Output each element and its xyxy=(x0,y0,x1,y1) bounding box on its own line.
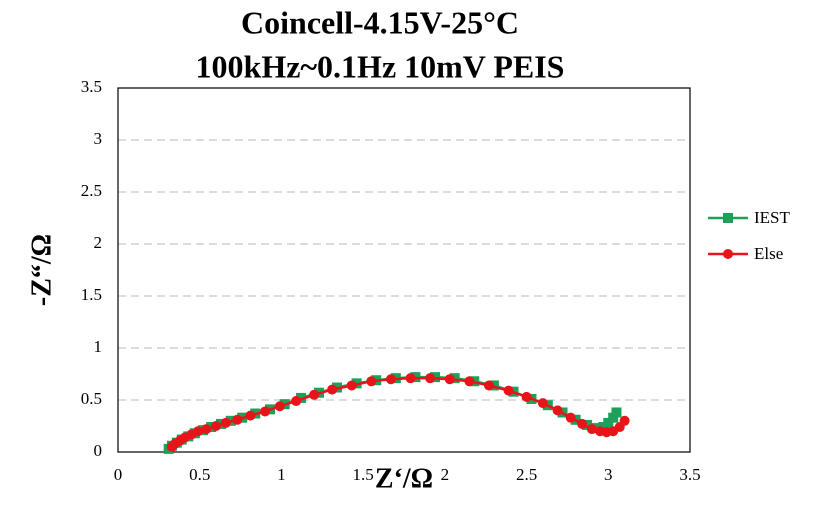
data-point xyxy=(346,380,357,391)
y-tick-label: 1 xyxy=(94,337,103,356)
data-point xyxy=(291,396,302,407)
y-tick-label: 0.5 xyxy=(81,389,102,408)
x-tick-label: 1 xyxy=(277,465,286,484)
data-point xyxy=(366,376,377,387)
data-point xyxy=(327,384,338,395)
data-point xyxy=(201,424,212,435)
chart-subtitle: 100kHz~0.1Hz 10mV PEIS xyxy=(196,48,565,84)
y-tick-label: 3.5 xyxy=(81,77,102,96)
data-point xyxy=(608,412,619,423)
legend-label: Else xyxy=(754,244,783,263)
data-point xyxy=(245,410,256,421)
data-point xyxy=(521,391,532,402)
data-point xyxy=(220,417,231,428)
x-tick-label: 0 xyxy=(114,465,123,484)
data-point xyxy=(309,389,320,400)
y-tick-label: 2.5 xyxy=(81,181,102,200)
x-tick-label: 3.5 xyxy=(679,465,700,484)
data-point xyxy=(483,380,494,391)
data-point xyxy=(565,412,576,423)
data-point xyxy=(449,373,460,384)
y-tick-label: 2 xyxy=(94,233,103,252)
chart-title: Coincell-4.15V-25°C xyxy=(241,4,519,40)
data-point xyxy=(464,376,475,387)
y-tick-label: 0 xyxy=(94,441,103,460)
data-point xyxy=(586,424,597,435)
data-point xyxy=(260,406,271,417)
data-point xyxy=(430,372,441,383)
data-point xyxy=(552,405,563,416)
legend-marker xyxy=(723,249,733,259)
x-tick-label: 3 xyxy=(604,465,613,484)
legend-label: IEST xyxy=(754,208,791,227)
data-point xyxy=(537,398,548,409)
data-point xyxy=(444,374,455,385)
data-point xyxy=(211,421,222,431)
data-point xyxy=(603,417,614,428)
plot-frame xyxy=(117,87,691,453)
x-tick-label: 1.5 xyxy=(353,465,374,484)
x-tick-label: 2 xyxy=(441,465,450,484)
data-point xyxy=(385,374,396,385)
y-tick-label: 1.5 xyxy=(81,285,102,304)
x-tick-label: 2.5 xyxy=(516,465,537,484)
data-point xyxy=(503,385,514,396)
data-point xyxy=(405,373,416,384)
data-point xyxy=(577,418,588,429)
data-point xyxy=(232,414,243,425)
x-tick-label: 0.5 xyxy=(189,465,210,484)
data-point xyxy=(296,392,307,403)
series-line xyxy=(167,375,618,450)
data-point xyxy=(193,426,204,437)
data-point xyxy=(274,401,285,412)
x-axis-label: Z‘/Ω xyxy=(375,463,433,494)
data-point xyxy=(425,373,436,384)
y-tick-label: 3 xyxy=(94,129,103,148)
data-point xyxy=(582,419,593,430)
data-point xyxy=(611,407,622,418)
y-axis-label: -Z“/Ω xyxy=(26,234,57,306)
legend-marker xyxy=(723,213,733,223)
data-point xyxy=(619,415,630,426)
